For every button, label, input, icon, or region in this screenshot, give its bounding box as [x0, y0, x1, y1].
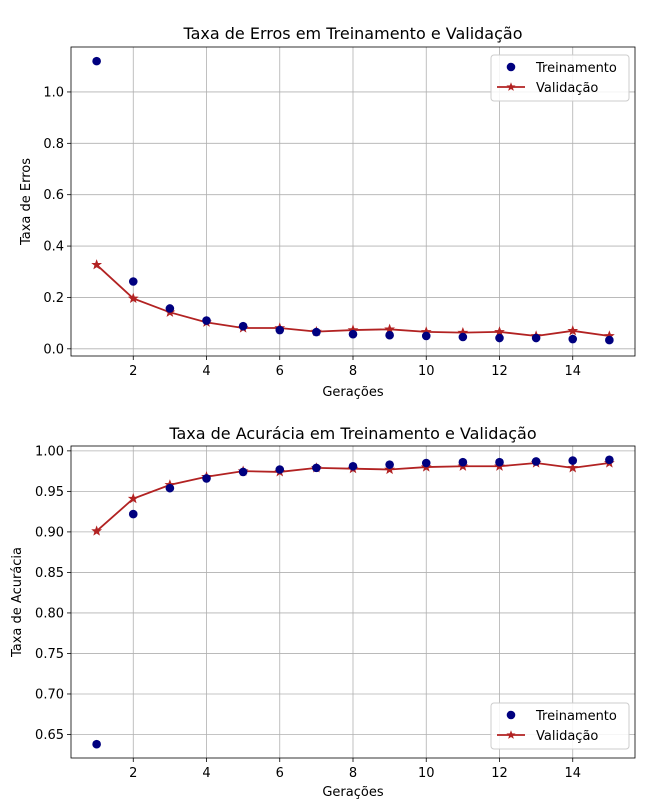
x-tick-label: 2 [129, 766, 137, 781]
x-tick-label: 12 [491, 364, 508, 379]
legend: Treinamento Validação [490, 702, 630, 750]
training-point [275, 325, 285, 335]
training-point [165, 304, 175, 313]
legend: Treinamento Validação [490, 54, 630, 102]
x-tick-label: 8 [349, 364, 357, 379]
training-point [312, 463, 321, 473]
training-point [458, 332, 468, 342]
x-tick-label: 14 [564, 364, 581, 379]
chart-title: Taxa de Acurácia em Treinamento e Valida… [168, 424, 536, 443]
legend-training-marker [506, 62, 516, 72]
x-axis-label: Gerações [322, 385, 383, 400]
chart-panel-2: 2 4 6 8 10 12 14 0.65 0.70 0.75 0.80 0.85 0.90 0.95 1.… [10, 424, 636, 800]
training-point [568, 334, 578, 344]
x-tick-label: 4 [202, 364, 210, 379]
validation-point [91, 525, 103, 536]
y-tick-label: 0.90 [35, 525, 64, 540]
training-point [458, 457, 468, 467]
training-point [238, 321, 248, 331]
y-tick-label: 0.70 [35, 687, 64, 702]
training-point [348, 461, 358, 471]
legend-training-label: Treinamento [535, 61, 617, 76]
validation-point [384, 463, 396, 475]
training-point [92, 56, 101, 66]
training-point [165, 483, 175, 493]
y-tick-label: 0.85 [35, 566, 64, 581]
legend-validation-label: Validação [536, 729, 598, 744]
chart-title: Taxa de Erros em Treinamento e Validação [182, 24, 522, 43]
training-point [128, 509, 138, 519]
x-tick-label: 8 [349, 766, 357, 781]
validation-point [567, 325, 579, 336]
y-tick-label: 0.80 [35, 606, 64, 621]
validation-point [127, 292, 139, 304]
legend-training-label: Treinamento [535, 709, 617, 724]
x-axis-label: Gerações [322, 785, 383, 800]
training-point [605, 455, 614, 465]
training-point [495, 457, 504, 467]
training-point [92, 739, 101, 749]
training-point [568, 456, 578, 465]
axes-frame [70, 445, 636, 759]
training-point [202, 316, 211, 325]
training-point [238, 467, 248, 477]
y-axis-label: Taxa de Acurácia [10, 547, 25, 658]
legend-training-marker [506, 710, 516, 720]
training-point [385, 330, 394, 340]
y-tick-label: 0.4 [43, 240, 64, 255]
y-tick-label: 0.0 [43, 342, 64, 357]
x-tick-label: 4 [202, 766, 210, 781]
y-tick-label: 1.00 [35, 444, 64, 459]
y-tick-label: 0.6 [43, 188, 64, 203]
legend-validation-label: Validação [536, 81, 598, 96]
x-tick-label: 10 [418, 766, 435, 781]
training-point [495, 333, 504, 343]
y-tick-label: 1.0 [43, 85, 64, 100]
training-point [128, 277, 138, 286]
y-tick-label: 0.75 [35, 647, 64, 662]
y-tick-label: 0.2 [43, 291, 64, 306]
training-point [421, 458, 431, 468]
y-tick-label: 0.65 [35, 728, 64, 743]
chart-panel-1: 2 4 6 8 10 12 14 0.0 0.2 0.4 0.6 0.8 1.0 Taxa de Erro… [19, 24, 636, 400]
x-tick-label: 10 [418, 364, 435, 379]
training-point [275, 465, 285, 474]
legend-validation-marker [506, 730, 516, 739]
training-point [348, 329, 358, 339]
x-tick-label: 2 [129, 364, 137, 379]
y-axis-label: Taxa de Erros [19, 158, 34, 246]
validation-point [127, 493, 139, 504]
y-tick-label: 0.95 [35, 485, 64, 500]
legend-box [490, 54, 630, 102]
training-point [312, 327, 321, 337]
x-tick-label: 6 [276, 364, 284, 379]
training-point [605, 335, 614, 345]
legend-box [490, 702, 630, 750]
training-point [531, 333, 541, 343]
legend-validation-marker [506, 82, 516, 91]
training-point [531, 457, 541, 466]
training-point [385, 460, 394, 469]
validation-point [567, 462, 579, 473]
x-tick-label: 14 [564, 766, 581, 781]
training-point [202, 474, 211, 483]
training-point [421, 331, 431, 341]
x-tick-label: 6 [276, 766, 284, 781]
y-tick-label: 0.8 [43, 137, 64, 152]
axes-frame [70, 46, 636, 357]
validation-point [91, 259, 103, 270]
x-tick-label: 12 [491, 766, 508, 781]
